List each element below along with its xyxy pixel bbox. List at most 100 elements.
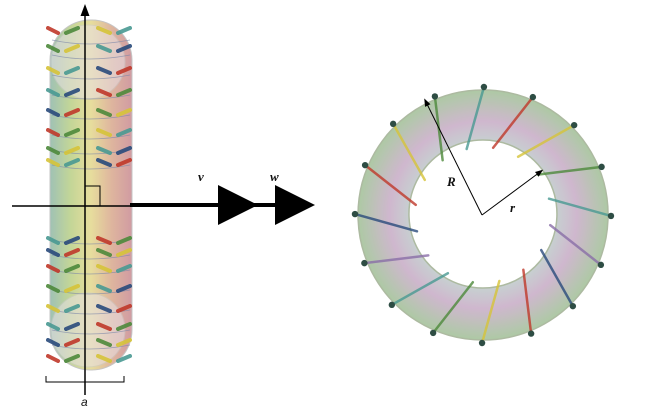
spin-arrow xyxy=(46,128,60,137)
spin-arrow xyxy=(64,236,80,245)
spin-arrow xyxy=(46,158,60,167)
width-bracket xyxy=(45,376,125,383)
spin-arrow xyxy=(64,66,80,75)
tube-cross-section-bottom xyxy=(50,292,126,368)
spin-arrow xyxy=(64,88,80,97)
spin-arrow xyxy=(96,322,112,331)
spin-arrow xyxy=(116,26,132,35)
spin-tip xyxy=(478,339,486,347)
spin-arrow xyxy=(116,44,132,53)
spin-arrow xyxy=(96,338,112,347)
spin-tip xyxy=(351,210,359,218)
spin-arrow xyxy=(96,284,112,293)
side-view: v w a xyxy=(12,4,315,409)
spin-spine xyxy=(539,248,575,308)
spin-arrow xyxy=(96,158,112,167)
spin-arrow xyxy=(46,338,60,347)
spin-tip xyxy=(607,212,615,220)
spin-arrow xyxy=(96,236,112,245)
spin-tip xyxy=(431,93,439,100)
spin-spine xyxy=(491,95,535,150)
spin-spine xyxy=(431,280,475,335)
spin-arrow xyxy=(64,146,80,155)
spin-spine xyxy=(516,123,576,159)
spin-arrow xyxy=(116,158,132,167)
spin-arrow xyxy=(96,248,112,257)
spin-arrow xyxy=(64,108,80,117)
spin-arrow xyxy=(116,248,132,257)
spin-arrow xyxy=(96,304,112,313)
spin-tip xyxy=(529,93,537,101)
spin-arrow xyxy=(116,66,132,75)
spin-arrow xyxy=(46,322,60,331)
w-label: w xyxy=(270,169,279,184)
spin-arrow xyxy=(64,264,80,273)
spin-spine xyxy=(390,271,450,307)
a-label: a xyxy=(81,395,88,409)
R-label: R xyxy=(446,174,456,189)
spin-arrow xyxy=(46,88,60,97)
spin-arrow xyxy=(96,66,112,75)
spin-tip xyxy=(388,301,396,309)
spin-arrow xyxy=(96,108,112,117)
spin-arrow xyxy=(96,128,112,137)
spin-spine xyxy=(480,279,501,345)
spin-arrow xyxy=(64,338,80,347)
spin-arrow xyxy=(46,248,60,257)
spin-spine xyxy=(465,85,486,151)
R-radius-line xyxy=(424,98,483,216)
field-line xyxy=(51,74,131,80)
r-radius-line xyxy=(481,169,544,216)
spin-arrow xyxy=(116,88,132,97)
spin-arrow xyxy=(46,108,60,117)
spin-arrow xyxy=(116,338,132,347)
spin-arrow xyxy=(96,88,112,97)
spin-arrow xyxy=(46,146,60,155)
top-view: R r xyxy=(351,83,615,347)
spin-arrow xyxy=(64,158,80,167)
spin-tip xyxy=(429,329,437,337)
spin-arrow xyxy=(46,304,60,313)
spin-tip xyxy=(570,121,578,129)
spin-arrow xyxy=(96,354,112,363)
spin-tip xyxy=(527,330,535,337)
spin-spine xyxy=(522,268,533,335)
spin-arrow xyxy=(116,264,132,273)
spin-spine xyxy=(548,223,603,267)
spin-arrow xyxy=(64,26,80,35)
spin-arrow xyxy=(116,304,132,313)
spin-spine xyxy=(353,212,419,233)
spin-spine xyxy=(536,165,603,176)
spin-tip xyxy=(361,161,369,169)
spin-tip xyxy=(597,261,605,269)
tube-body xyxy=(49,19,133,371)
spin-tip xyxy=(361,259,368,267)
spin-arrow xyxy=(96,146,112,155)
r-label: r xyxy=(510,200,516,215)
spin-arrow xyxy=(96,264,112,273)
spin-arrow xyxy=(116,146,132,155)
v-label: v xyxy=(198,169,204,184)
spin-arrow xyxy=(64,322,80,331)
spin-arrow xyxy=(46,44,60,53)
spin-arrow xyxy=(64,44,80,53)
spin-arrow xyxy=(64,284,80,293)
spin-tip xyxy=(389,120,397,128)
spin-tip xyxy=(569,302,577,310)
spin-spine xyxy=(547,197,613,218)
spin-spine xyxy=(363,254,430,265)
spin-arrow xyxy=(46,236,60,245)
spin-arrow xyxy=(46,284,60,293)
spin-arrow xyxy=(116,322,132,331)
spin-arrow xyxy=(64,304,80,313)
spin-arrow xyxy=(46,26,60,35)
spin-spine xyxy=(363,163,418,207)
spin-tip xyxy=(480,83,488,91)
spin-arrow xyxy=(64,248,80,257)
spin-tip xyxy=(598,163,605,171)
spin-arrow xyxy=(96,44,112,53)
spin-arrow xyxy=(46,264,60,273)
field-line xyxy=(51,329,131,335)
field-line xyxy=(51,54,131,60)
